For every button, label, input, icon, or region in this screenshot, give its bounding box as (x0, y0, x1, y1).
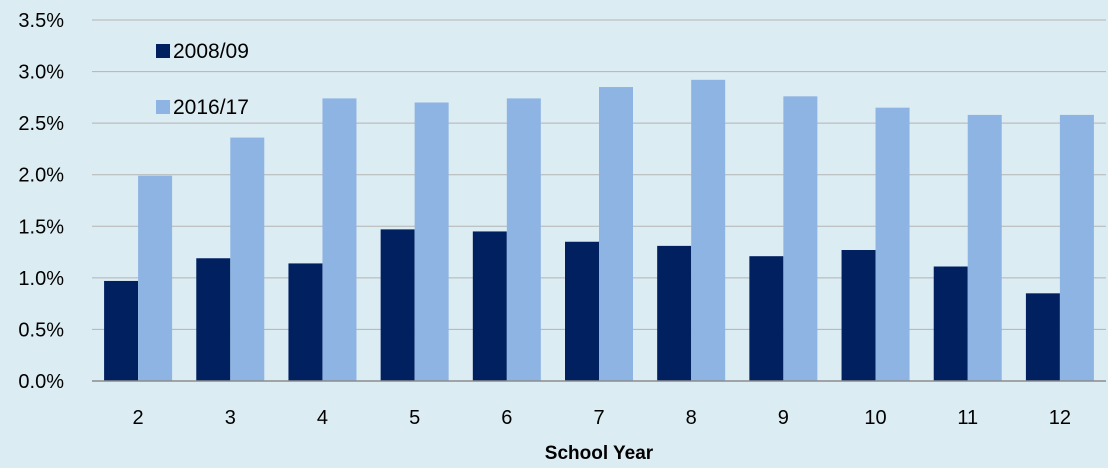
bar-2008-09-year-10 (841, 250, 876, 381)
x-tick-label: 9 (778, 407, 789, 429)
bar-2008-09-year-9 (749, 256, 784, 381)
bar-2016-17-year-11 (967, 114, 1002, 382)
bar-2008-09-year-12 (1025, 293, 1060, 381)
y-tick-label: 2.0% (18, 165, 64, 187)
legend-label: 2008/09 (173, 40, 249, 63)
bar-2008-09-year-7 (565, 241, 599, 381)
y-tick-label: 0.5% (18, 319, 64, 341)
x-tick-label: 6 (501, 407, 512, 429)
x-tick-label: 12 (1049, 407, 1071, 429)
y-tick-label: 1.5% (18, 216, 64, 238)
x-tick-label: 11 (957, 407, 978, 429)
y-tick-label: 1.0% (18, 268, 64, 290)
legend-label: 2016/17 (173, 96, 249, 119)
bar-2008-09-year-11 (933, 266, 968, 381)
y-tick-label: 3.0% (18, 62, 64, 84)
bar-2016-17-year-2 (138, 175, 173, 381)
bar-2008-09-year-5 (380, 229, 415, 381)
bar-2016-17-year-7 (599, 87, 633, 382)
y-tick-label: 2.5% (18, 113, 64, 135)
y-tick-label: 0.0% (18, 371, 64, 393)
bar-2008-09-year-3 (196, 258, 231, 381)
x-tick-label: 10 (864, 407, 886, 429)
x-tick-label: 5 (409, 407, 420, 429)
x-axis-title: School Year (545, 443, 654, 464)
bar-2016-17-year-9 (783, 96, 818, 381)
bars (104, 79, 1094, 382)
bar-2016-17-year-5 (414, 102, 449, 381)
x-axis-ticks: 2 3 4 5 6 7 8 9 10 11 12 (133, 407, 1072, 429)
legend: 2008/09 2016/17 (156, 40, 249, 119)
bar-2008-09-year-2 (104, 280, 139, 381)
x-tick-label: 7 (593, 407, 604, 429)
bar-2016-17-year-12 (1059, 114, 1094, 382)
x-tick-label: 2 (133, 407, 144, 429)
x-tick-label: 8 (686, 407, 697, 429)
bar-2016-17-year-8 (691, 79, 726, 381)
bar-2008-09-year-6 (472, 231, 507, 381)
bar-2008-09-year-4 (288, 263, 323, 381)
bar-2016-17-year-10 (875, 107, 910, 382)
y-axis-ticks: 0.0% 0.5% 1.0% 1.5% 2.0% 2.5% 3.0% 3.5% (18, 10, 64, 393)
bar-2016-17-year-3 (230, 137, 265, 381)
bar-2016-17-year-4 (322, 98, 357, 381)
legend-swatch (156, 44, 170, 58)
x-tick-label: 3 (225, 407, 236, 429)
bar-2016-17-year-6 (506, 98, 541, 381)
x-tick-label: 4 (317, 407, 328, 429)
y-tick-label: 3.5% (18, 10, 64, 32)
bar-2008-09-year-8 (657, 245, 692, 381)
legend-swatch (156, 100, 170, 114)
